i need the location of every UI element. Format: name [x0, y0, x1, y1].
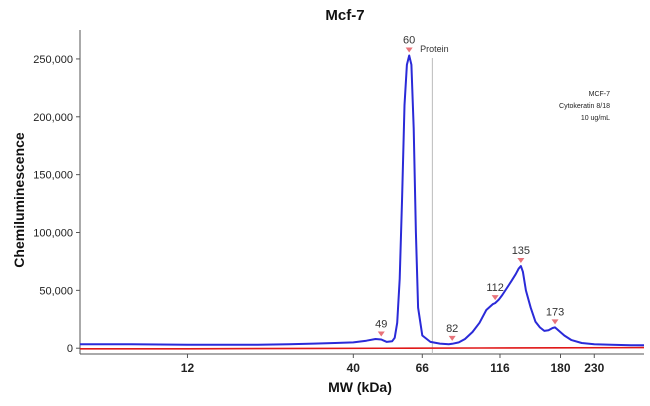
peak-marker	[448, 335, 456, 341]
peak-marker	[551, 319, 559, 325]
x-tick-label: 40	[347, 361, 361, 375]
x-tick-label: 12	[181, 361, 195, 375]
y-tick-label: 100,000	[33, 228, 73, 240]
peak-marker	[405, 47, 413, 53]
sample-series-line	[80, 54, 644, 347]
x-tick-label: 180	[550, 361, 570, 375]
peak-marker	[491, 295, 499, 301]
y-tick-label: 50,000	[39, 285, 73, 297]
peak-label: 135	[512, 245, 530, 257]
peak-marker	[517, 258, 525, 264]
chart-title: Mcf-7	[325, 7, 364, 24]
peak-label: 82	[446, 323, 458, 335]
peak-label: 60	[403, 34, 415, 46]
peak-marker	[377, 331, 385, 337]
x-axis-label: MW (kDa)	[328, 379, 392, 395]
x-tick-label: 66	[416, 361, 430, 375]
x-tick-label: 230	[584, 361, 604, 375]
y-axis-label: Chemiluminescence	[11, 132, 27, 268]
plot-area: 0 50,000 100,000 150,000 200,000 250,000 12 40 6…	[33, 30, 645, 375]
peak-label: 112	[486, 282, 504, 294]
x-tick-label: 116	[490, 361, 510, 375]
peak-label: 49	[375, 319, 387, 331]
baseline-series-line	[80, 346, 645, 350]
legend-entry: Cytokeratin 8/18	[559, 103, 610, 110]
y-tick-label: 150,000	[33, 170, 73, 182]
peak-label: 173	[546, 306, 564, 318]
y-tick-label: 0	[67, 343, 73, 355]
protein-marker-label: Protein	[420, 44, 449, 54]
legend-entry: MCF-7	[589, 91, 610, 98]
y-tick-label: 250,000	[33, 54, 73, 66]
legend-entry: 10 ug/mL	[581, 115, 610, 122]
y-tick-label: 200,000	[33, 112, 73, 124]
